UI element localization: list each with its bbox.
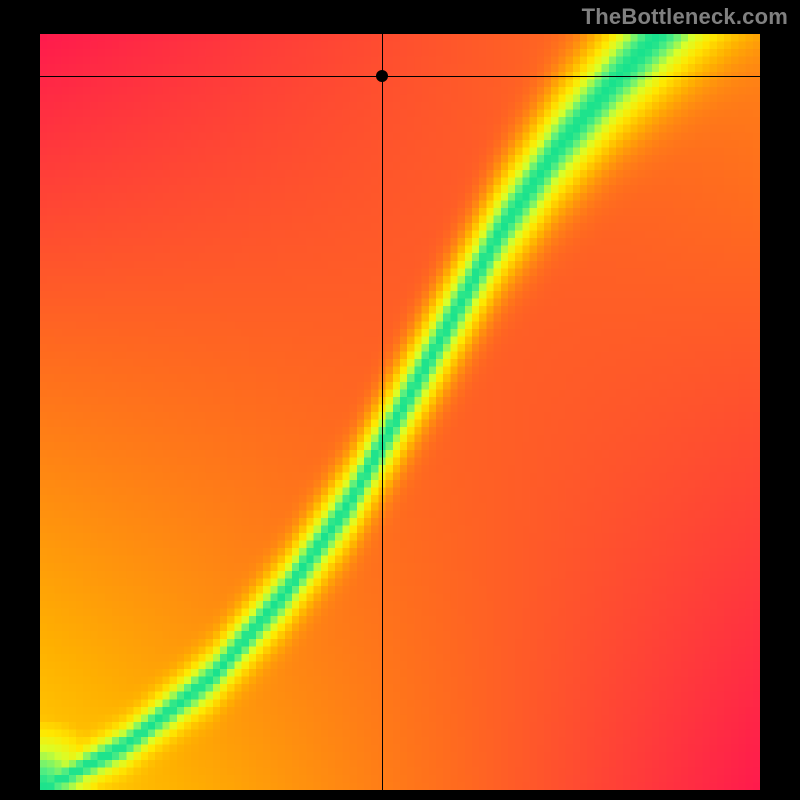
crosshair-marker-icon: [376, 70, 388, 82]
bottleneck-heatmap: [40, 34, 760, 790]
watermark-text: TheBottleneck.com: [582, 4, 788, 30]
crosshair-vertical: [382, 34, 383, 790]
crosshair-horizontal: [40, 76, 760, 77]
chart-container: TheBottleneck.com: [0, 0, 800, 800]
